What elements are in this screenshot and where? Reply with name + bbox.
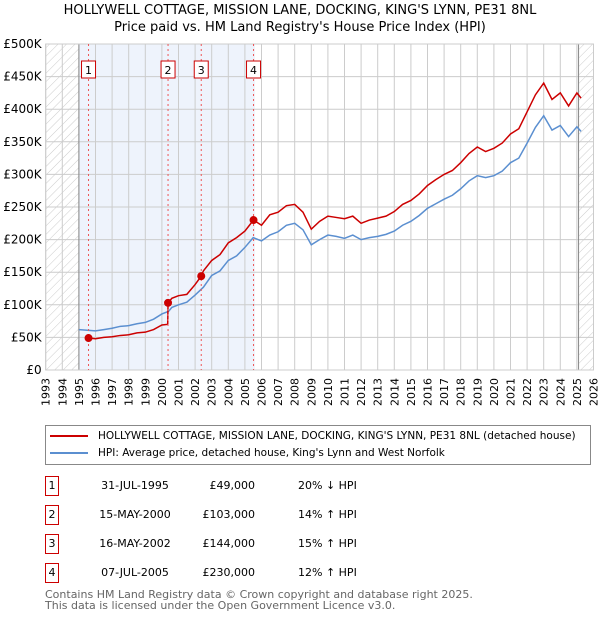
x-tick-label: 2025 (571, 378, 584, 406)
x-tick-label: 2016 (422, 378, 435, 406)
x-tick-label: 2021 (505, 378, 518, 406)
transaction-row: 4 07-JUL-2005 £230,000 12% ↑ HPI (45, 563, 445, 583)
y-tick-label: £400K (3, 102, 43, 116)
y-tick-label: £250K (3, 200, 43, 214)
plot-frame (45, 43, 594, 371)
transaction-number: 3 (45, 534, 59, 554)
sale-label: 4 (250, 64, 257, 77)
y-tick-label: £50K (11, 330, 43, 344)
transaction-number: 1 (45, 476, 59, 496)
transaction-price: £144,000 (202, 537, 256, 550)
y-tick-label: £500K (3, 37, 43, 51)
transaction-number: 2 (45, 505, 59, 525)
chart-title: HOLLYWELL COTTAGE, MISSION LANE, DOCKING… (63, 3, 537, 18)
x-tick-label: 2007 (272, 378, 285, 406)
transaction-hpi-diff: 12% ↑ HPI (298, 566, 357, 579)
x-tick-label: 2006 (256, 378, 269, 406)
x-tick-label: 1995 (73, 378, 86, 406)
x-tick-label: 2012 (355, 378, 368, 406)
y-tick-label: £450K (3, 70, 43, 84)
x-tick-label: 1996 (90, 378, 103, 406)
x-tick-label: 1999 (139, 378, 152, 406)
x-tick-label: 2017 (438, 378, 451, 406)
x-tick-label: 1997 (106, 378, 119, 406)
sale-label: 1 (85, 64, 92, 77)
transaction-number: 4 (45, 563, 59, 583)
transaction-date: 31-JUL-1995 (101, 479, 169, 492)
x-tick-label: 2008 (289, 378, 302, 406)
x-tick-label: 2023 (538, 378, 551, 406)
sale-label-box (160, 60, 176, 79)
transaction-date: 16-MAY-2002 (99, 537, 171, 550)
sale-label: 3 (198, 64, 205, 77)
x-tick-label: 2018 (455, 378, 468, 406)
x-tick-label: 2024 (554, 378, 567, 406)
y-tick-label: £0 (26, 363, 41, 377)
x-tick-label: 2026 (588, 378, 600, 406)
y-tick-label: £100K (3, 298, 43, 312)
y-tick-label: £300K (3, 167, 43, 181)
transaction-row: 1 31-JUL-1995 £49,000 20% ↓ HPI (45, 476, 445, 496)
sale-label: 2 (165, 64, 172, 77)
y-tick-label: £350K (3, 135, 43, 149)
sale-label-box (246, 60, 262, 79)
x-tick-label: 2002 (189, 378, 202, 406)
transaction-price: £230,000 (202, 566, 256, 579)
sale-label-box (81, 60, 97, 79)
sale-point (197, 272, 206, 281)
sale-point (164, 298, 173, 307)
x-tick-label: 2001 (173, 378, 186, 406)
x-tick-label: 2010 (322, 378, 335, 406)
transaction-price: £49,000 (209, 479, 256, 492)
transaction-date: 15-MAY-2000 (99, 508, 171, 521)
legend-label: HOLLYWELL COTTAGE, MISSION LANE, DOCKING… (98, 430, 576, 442)
x-tick-label: 2003 (206, 378, 219, 406)
price-paid-line (88, 81, 582, 340)
legend: HOLLYWELL COTTAGE, MISSION LANE, DOCKING… (45, 425, 591, 465)
legend-swatch-blue (50, 452, 88, 454)
y-tick-label: £200K (3, 233, 43, 247)
x-tick-label: 2022 (521, 378, 534, 406)
x-tick-label: 2005 (239, 378, 252, 406)
legend-swatch-red (50, 435, 88, 437)
x-tick-label: 2011 (339, 378, 352, 406)
hpi-line (78, 114, 582, 332)
transaction-date: 07-JUL-2005 (101, 566, 169, 579)
x-tick-label: 2000 (156, 378, 169, 406)
x-tick-label: 2019 (471, 378, 484, 406)
legend-item-property: HOLLYWELL COTTAGE, MISSION LANE, DOCKING… (46, 430, 576, 442)
sale-point (249, 216, 258, 225)
licence-text: This data is licensed under the Open Gov… (45, 599, 396, 612)
x-tick-label: 1994 (56, 378, 69, 406)
x-tick-label: 1993 (40, 378, 53, 406)
x-tick-label: 2004 (222, 378, 235, 406)
transaction-hpi-diff: 20% ↓ HPI (298, 479, 357, 492)
x-tick-label: 2013 (372, 378, 385, 406)
x-tick-label: 2020 (488, 378, 501, 406)
transaction-hpi-diff: 15% ↑ HPI (298, 537, 357, 550)
transaction-hpi-diff: 14% ↑ HPI (298, 508, 357, 521)
transaction-price: £103,000 (202, 508, 256, 521)
y-tick-label: £150K (3, 265, 43, 279)
footer: Contains HM Land Registry data © Crown c… (45, 589, 473, 611)
x-tick-label: 2009 (305, 378, 318, 406)
transaction-row: 2 15-MAY-2000 £103,000 14% ↑ HPI (45, 505, 445, 525)
copyright-text: Contains HM Land Registry data © Crown c… (45, 588, 473, 601)
legend-item-hpi: HPI: Average price, detached house, King… (46, 447, 445, 459)
legend-label: HPI: Average price, detached house, King… (98, 447, 445, 459)
x-tick-label: 1998 (123, 378, 136, 406)
chart-subtitle: Price paid vs. HM Land Registry's House … (114, 20, 486, 35)
x-tick-label: 2014 (388, 378, 401, 406)
x-tick-label: 2015 (405, 378, 418, 406)
sale-point (84, 334, 93, 343)
transaction-row: 3 16-MAY-2002 £144,000 15% ↑ HPI (45, 534, 445, 554)
sale-label-box (193, 60, 209, 79)
